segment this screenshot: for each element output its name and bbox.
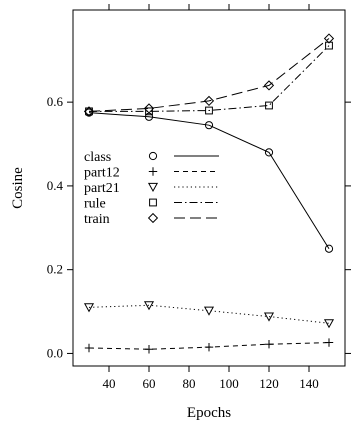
series-line-train	[88, 38, 330, 112]
point-part12-150	[324, 338, 334, 347]
point-part12-90	[204, 342, 214, 352]
legend-label-train: train	[84, 212, 110, 227]
y-tick-label: 0.0	[47, 345, 63, 360]
point-part12-60	[144, 345, 154, 354]
point-part21-60	[143, 301, 155, 311]
x-tick-label: 120	[259, 376, 279, 391]
legend-label-part12: part12	[84, 166, 120, 181]
point-rule-120	[265, 101, 273, 110]
legend-marker-part12	[148, 167, 158, 176]
point-part21-90	[203, 306, 215, 316]
legend-marker-part21	[147, 182, 159, 193]
series-markers	[83, 33, 335, 354]
point-train-150	[323, 33, 335, 44]
x-tick-label: 100	[219, 376, 239, 391]
point-part12-30	[84, 343, 94, 353]
point-class-90	[204, 121, 214, 130]
y-tick-label: 0.4	[47, 178, 64, 193]
point-part12-120	[264, 340, 274, 349]
point-part21-150	[323, 319, 335, 329]
y-tick-label: 0.2	[47, 262, 63, 277]
legend-label-part21: part21	[84, 181, 120, 196]
point-part21-30	[83, 303, 95, 313]
point-train-120	[263, 80, 275, 91]
x-tick-label: 80	[183, 376, 196, 391]
series-line-class	[88, 112, 330, 249]
point-rule-30	[85, 107, 93, 116]
x-tick-label: 60	[143, 376, 156, 391]
axis-ticks: 40 60 80 100 120 140 0.0 0.2 0.4 0.6	[47, 4, 351, 391]
point-class-150	[324, 244, 334, 253]
x-tick-label: 40	[103, 376, 116, 391]
x-tick-label: 140	[299, 376, 319, 391]
y-tick-label: 0.6	[47, 94, 64, 109]
legend-marker-class	[148, 151, 158, 161]
legend-marker-train	[147, 212, 159, 224]
legend-label-class: class	[84, 150, 111, 165]
plot-frame	[72, 9, 346, 367]
y-axis-label: Cosine	[10, 167, 26, 209]
series-lines	[88, 38, 330, 350]
x-axis-label: Epochs	[187, 405, 231, 421]
point-train-90	[203, 95, 215, 107]
point-rule-60	[145, 107, 153, 116]
point-rule-90	[205, 106, 213, 115]
legend-marker-rule	[149, 198, 157, 207]
point-class-120	[264, 148, 274, 157]
series-line-rule	[89, 45, 330, 112]
legend-label-rule: rule	[84, 197, 106, 212]
point-train-60	[143, 103, 155, 114]
point-train-30	[83, 106, 95, 117]
point-part21-120	[263, 312, 275, 322]
